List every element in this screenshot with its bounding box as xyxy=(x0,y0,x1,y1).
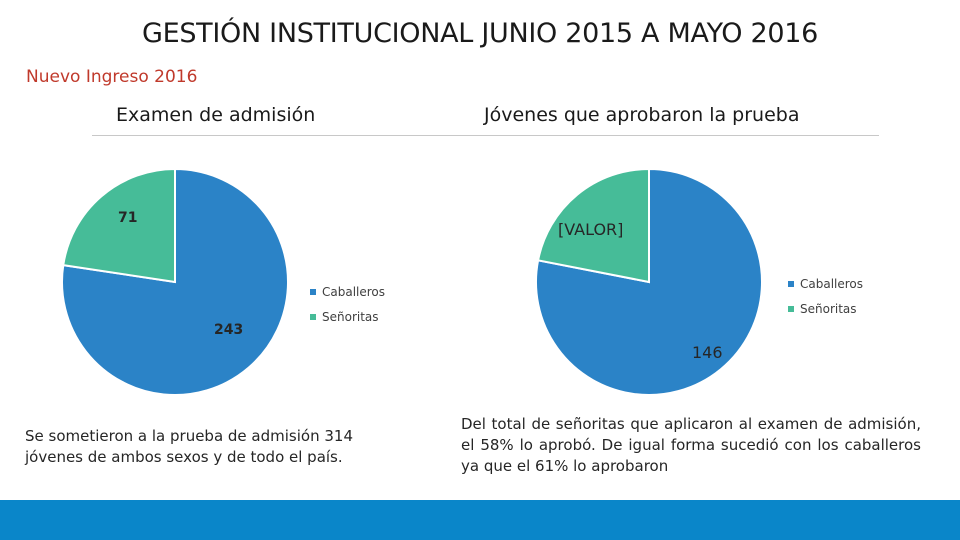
admission-exam-pie-chart xyxy=(61,167,289,396)
legend-item-caballeros: Caballeros xyxy=(788,277,864,291)
data-label-senoritas-exam: 71 xyxy=(118,210,138,226)
legend-approved: Caballeros Señoritas xyxy=(788,277,864,328)
pie-slice-senoritas xyxy=(62,167,176,284)
legend-exam: Caballeros Señoritas xyxy=(310,285,386,336)
data-label-senoritas-approved: [VALOR] xyxy=(558,220,624,239)
legend-label-senoritas: Señoritas xyxy=(800,302,857,316)
data-label-caballeros-exam: 243 xyxy=(214,322,244,338)
legend-swatch-caballeros xyxy=(310,289,316,295)
approval-summary-text: Del total de señoritas que aplicaron al … xyxy=(461,415,921,475)
title-divider xyxy=(92,135,879,136)
pie-slice-senoritas xyxy=(536,167,650,284)
pie-slice-caballeros xyxy=(61,167,289,396)
legend-item-senoritas: Señoritas xyxy=(310,310,385,324)
legend-label-caballeros: Caballeros xyxy=(800,277,864,291)
page-title: GESTIÓN INSTITUCIONAL JUNIO 2015 A MAYO … xyxy=(141,18,819,49)
page-subtitle: Nuevo Ingreso 2016 xyxy=(26,67,198,87)
data-label-caballeros-approved: 146 xyxy=(692,343,723,362)
approved-pie-chart xyxy=(535,167,763,396)
legend-label-senoritas: Señoritas xyxy=(322,310,379,324)
chart-title-admission-exam: Examen de admisión xyxy=(116,104,316,126)
legend-swatch-caballeros xyxy=(788,281,794,287)
chart-title-approved: Jóvenes que aprobaron la prueba xyxy=(484,104,800,126)
legend-label-caballeros: Caballeros xyxy=(322,285,386,299)
exam-summary-text: Se sometieron a la prueba de admisión 31… xyxy=(25,427,353,466)
legend-swatch-senoritas xyxy=(310,314,316,320)
legend-swatch-senoritas xyxy=(788,306,794,312)
legend-item-caballeros: Caballeros xyxy=(310,285,386,299)
legend-item-senoritas: Señoritas xyxy=(788,302,863,316)
footer-bar xyxy=(0,500,960,540)
